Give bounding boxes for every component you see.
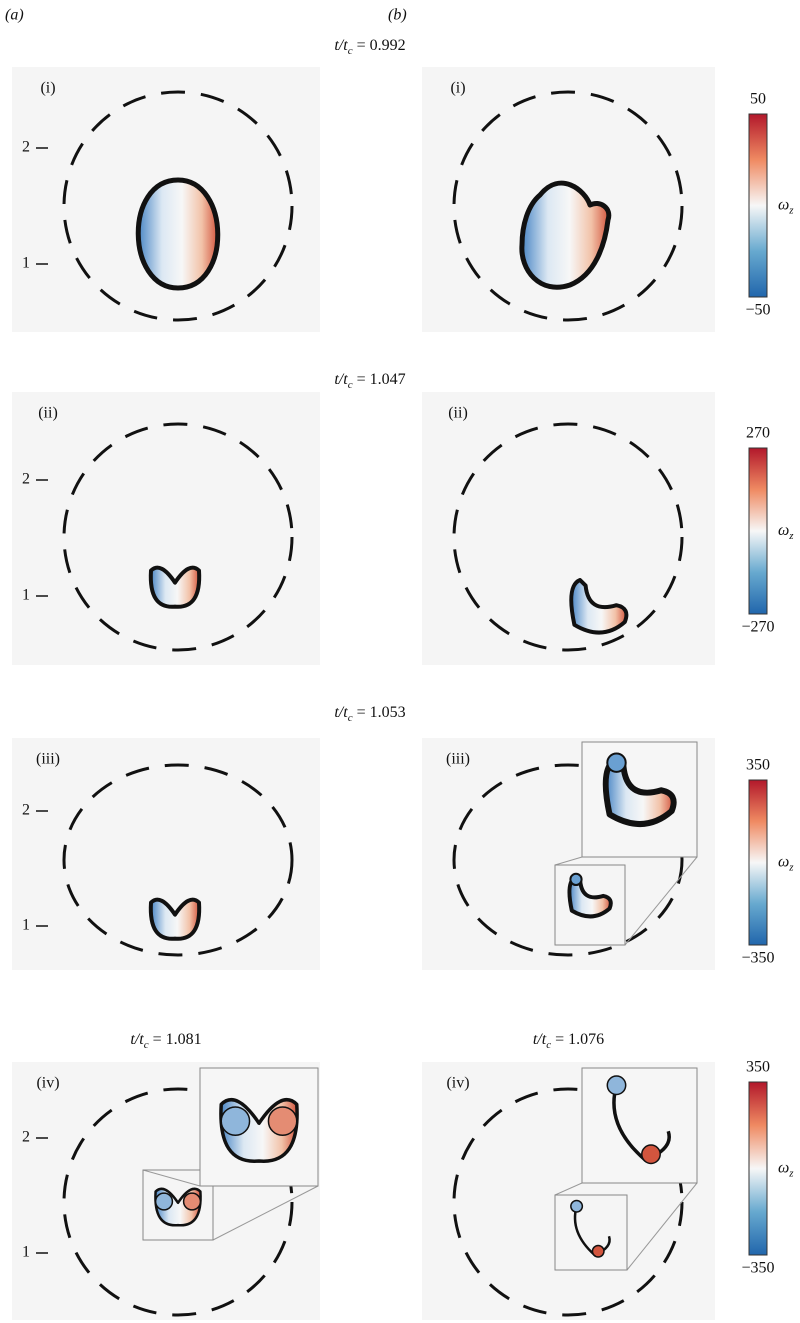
y-tick-label: 1 <box>22 587 30 604</box>
text-main: ω <box>778 853 789 870</box>
text-sub: c <box>546 1039 551 1051</box>
text-sub: z <box>788 861 794 873</box>
boundary-circle <box>452 90 684 322</box>
text-main: t/t <box>130 1031 144 1048</box>
text-rest: = 1.076 <box>551 1031 604 1048</box>
colorbar <box>748 779 768 946</box>
panel-label: (i) <box>40 80 55 97</box>
text-rest: = 0.992 <box>353 37 406 54</box>
inset-box <box>142 1169 214 1241</box>
inset-connector <box>554 1182 583 1196</box>
panel-label: (iv) <box>446 1075 469 1092</box>
text-main: ω <box>778 1159 789 1176</box>
vortex-core <box>267 1106 298 1137</box>
vortex-ring <box>519 180 612 290</box>
text-main: t/t <box>334 704 348 721</box>
y-tick-label: 1 <box>22 1244 30 1261</box>
colorbar-max: 50 <box>750 91 766 108</box>
vortex-core <box>641 1144 661 1165</box>
text-sub: c <box>348 45 353 57</box>
vortex-ring <box>602 756 677 827</box>
text-sub: z <box>788 530 794 542</box>
text-sub: z <box>788 1167 794 1179</box>
vortex-core <box>154 1192 174 1211</box>
colorbar-min: −350 <box>741 1260 774 1277</box>
vortex-core <box>220 1106 251 1137</box>
inset-box <box>554 1194 628 1271</box>
time-label: t/tc = 1.047 <box>334 371 405 391</box>
colorbar <box>748 1081 768 1256</box>
vortex-core <box>570 1199 584 1213</box>
colorbar-label: ωz <box>778 522 794 542</box>
panel-label: (iii) <box>446 751 470 768</box>
panel-label: (iv) <box>36 1075 59 1092</box>
vortex-core <box>591 1244 605 1258</box>
text-sub: z <box>788 204 794 216</box>
colorbar-min: −50 <box>745 302 770 319</box>
vortex-ring <box>567 875 613 919</box>
panel <box>422 392 715 665</box>
y-tick-label: 2 <box>22 1129 30 1146</box>
panel-label: (i) <box>450 80 465 97</box>
boundary-circle <box>62 763 294 957</box>
colorbar-label: ωz <box>778 196 794 216</box>
vortex-ring <box>569 578 629 635</box>
text-rest: = 1.081 <box>149 1031 202 1048</box>
boundary-circle <box>62 422 294 652</box>
inset-zoom <box>581 1067 698 1184</box>
text-sub: c <box>348 712 353 724</box>
colorbar-min: −350 <box>741 950 774 967</box>
inset-connector <box>212 1185 319 1241</box>
colorbar <box>748 447 768 615</box>
boundary-circle <box>452 763 684 957</box>
y-tick-label: 1 <box>22 255 30 272</box>
panel-label: (iii) <box>36 751 60 768</box>
text-rest: = 1.047 <box>353 371 406 388</box>
column-label: (a) <box>5 7 24 24</box>
panel-label: (ii) <box>38 405 58 422</box>
colorbar-max: 350 <box>746 1059 770 1076</box>
vortex-core <box>182 1192 202 1211</box>
text-main: ω <box>778 522 789 539</box>
y-tick-label: 1 <box>22 917 30 934</box>
boundary-circle <box>62 90 294 322</box>
time-label: t/tc = 1.053 <box>334 704 405 724</box>
vortex-ring <box>135 177 221 291</box>
vortex-core <box>606 1075 627 1096</box>
vortex-ring <box>148 565 202 609</box>
colorbar <box>748 113 768 298</box>
vortex-core <box>606 752 627 773</box>
text-sub: c <box>144 1039 149 1051</box>
colorbar-label: ωz <box>778 853 794 873</box>
vortex-core <box>569 872 583 887</box>
time-label: t/tc = 0.992 <box>334 37 405 57</box>
y-tick-label: 2 <box>22 802 30 819</box>
text-main: t/t <box>334 371 348 388</box>
inset-box <box>554 864 626 946</box>
colorbar-min: −270 <box>741 619 774 636</box>
column-label: (b) <box>388 7 407 24</box>
text-main: t/t <box>533 1031 547 1048</box>
boundary-circle <box>62 1087 294 1317</box>
text-sub: c <box>348 379 353 391</box>
colorbar-max: 350 <box>746 757 770 774</box>
vortex-ring <box>148 897 202 941</box>
panel <box>12 392 320 665</box>
boundary-circle <box>452 422 684 652</box>
colorbar-max: 270 <box>746 425 770 442</box>
text-rest: = 1.053 <box>353 704 406 721</box>
time-label: t/tc = 1.076 <box>533 1031 604 1051</box>
y-tick-label: 2 <box>22 471 30 488</box>
inset-connector <box>142 1169 201 1187</box>
time-label: t/tc = 1.081 <box>130 1031 201 1051</box>
text-main: ω <box>778 196 789 213</box>
inset-connector <box>624 856 698 946</box>
colorbar-label: ωz <box>778 1159 794 1179</box>
inset-connector <box>554 856 583 866</box>
inset-connector <box>626 1182 698 1271</box>
panel-label: (ii) <box>448 405 468 422</box>
y-tick-label: 2 <box>22 139 30 156</box>
text-main: t/t <box>334 37 348 54</box>
